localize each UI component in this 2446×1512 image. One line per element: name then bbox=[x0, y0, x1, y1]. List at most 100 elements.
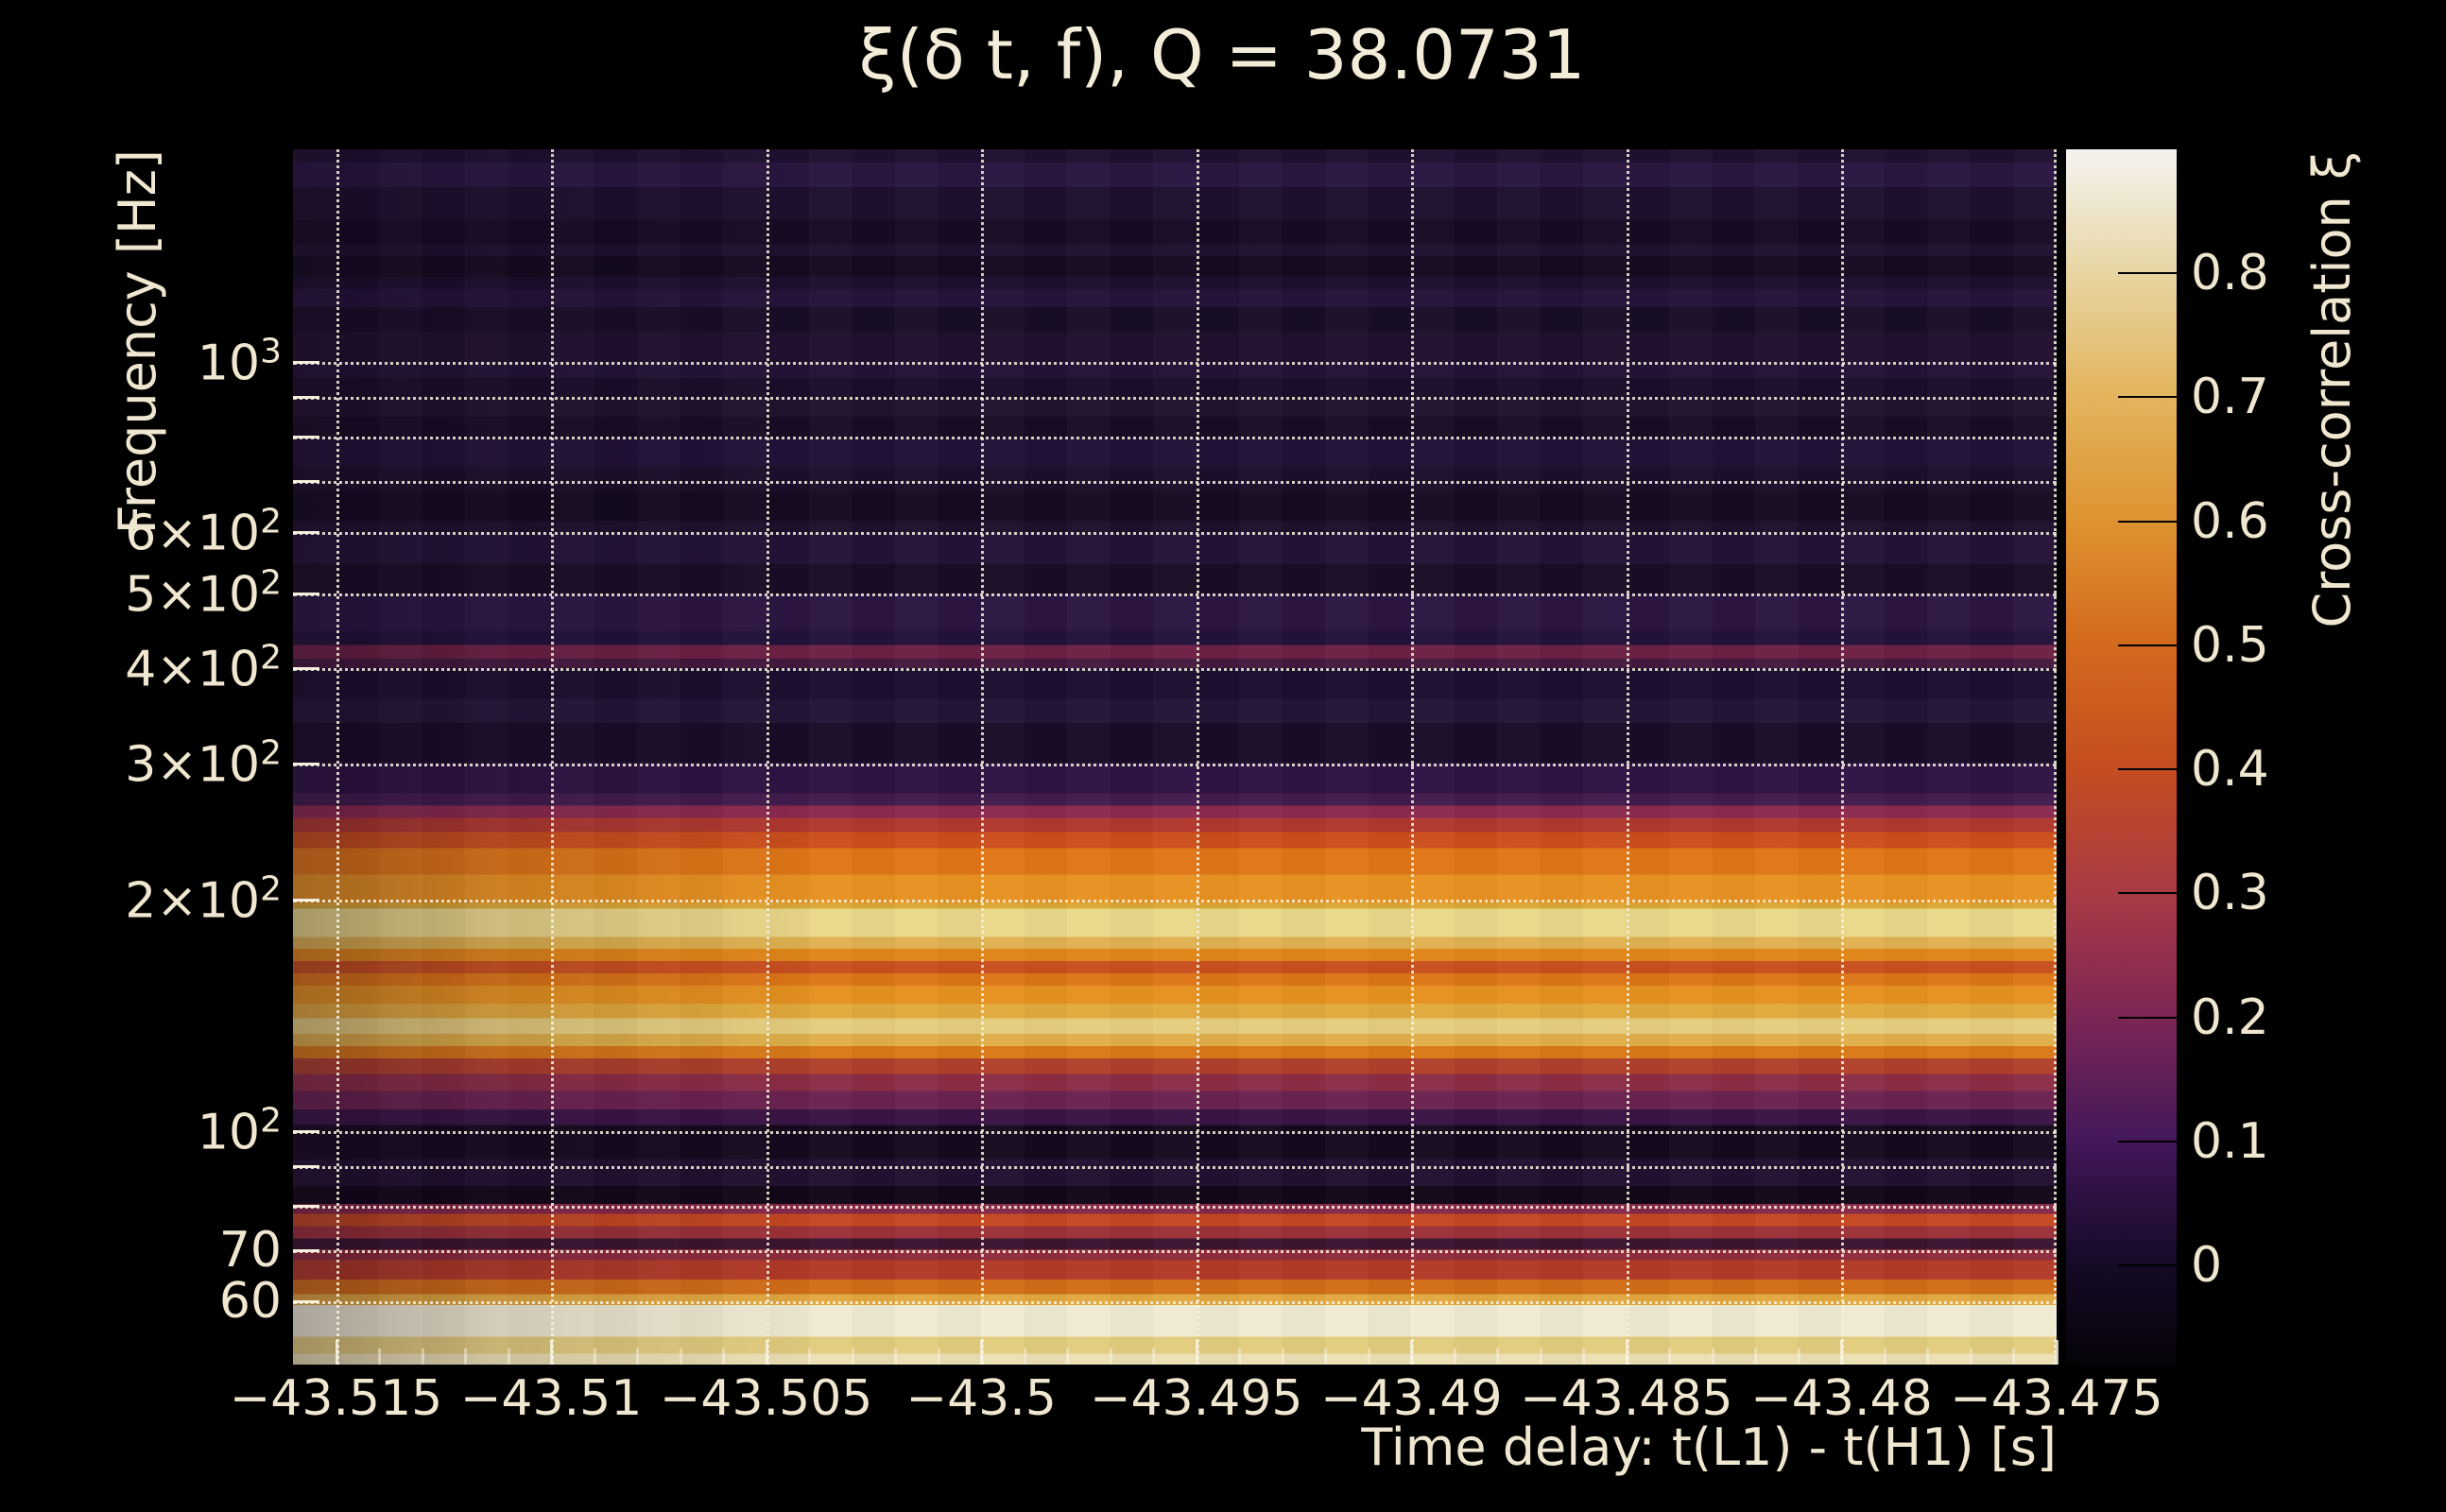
y-gridline bbox=[293, 397, 2057, 401]
colorbar-tick-label: 0.3 bbox=[2191, 865, 2269, 922]
x-inner-tick-minor bbox=[378, 1349, 382, 1365]
x-gridline bbox=[551, 149, 555, 1365]
y-gridline bbox=[293, 764, 2057, 767]
x-inner-tick-minor bbox=[1539, 1349, 1542, 1365]
heatmap-image bbox=[293, 149, 2057, 1365]
y-tick-label: 5×102 bbox=[125, 563, 282, 623]
x-inner-tick-minor bbox=[507, 1349, 510, 1365]
y-inner-tick bbox=[293, 360, 319, 364]
colorbar-tick-label: 0 bbox=[2191, 1237, 2223, 1295]
y-tick-label: 60 bbox=[219, 1273, 282, 1330]
y-inner-tick bbox=[293, 763, 319, 766]
y-tick-mantissa: 4×10 bbox=[125, 641, 261, 698]
y-tick-mantissa: 6×10 bbox=[125, 505, 261, 562]
x-inner-tick-minor bbox=[2012, 1349, 2016, 1365]
x-inner-tick-major bbox=[980, 1340, 984, 1365]
x-gridline bbox=[1196, 149, 1199, 1365]
y-gridline bbox=[293, 899, 2057, 902]
y-inner-tick bbox=[293, 396, 319, 400]
x-inner-tick-major bbox=[765, 1340, 768, 1365]
x-inner-tick-minor bbox=[808, 1349, 812, 1365]
y-tick-mantissa: 70 bbox=[218, 1221, 282, 1279]
x-inner-tick-minor bbox=[1582, 1349, 1586, 1365]
x-inner-tick-major bbox=[335, 1340, 338, 1365]
colorbar-tick-label: 0.1 bbox=[2191, 1112, 2269, 1170]
x-gridline bbox=[336, 149, 339, 1365]
y-inner-tick bbox=[293, 531, 319, 535]
y-tick-label: 6×102 bbox=[125, 503, 282, 562]
y-gridline bbox=[293, 667, 2057, 671]
colorbar-tick bbox=[2118, 644, 2177, 646]
x-tick-label: −43.475 bbox=[1950, 1370, 2163, 1427]
x-inner-tick-minor bbox=[722, 1349, 726, 1365]
colorbar-tick bbox=[2118, 520, 2177, 523]
y-tick-label: 103 bbox=[198, 332, 282, 391]
y-gridline bbox=[293, 436, 2057, 439]
colorbar-tick-label: 0.8 bbox=[2191, 245, 2269, 302]
colorbar bbox=[2066, 149, 2177, 1365]
colorbar-tick-label: 0.2 bbox=[2191, 988, 2269, 1046]
colorbar-tick bbox=[2118, 1140, 2177, 1143]
x-gridline bbox=[1841, 149, 1845, 1365]
colorbar-tick bbox=[2118, 396, 2177, 399]
y-axis-label: Frequency [Hz] bbox=[108, 149, 167, 535]
y-tick-label: 102 bbox=[198, 1101, 282, 1160]
colorbar-tick-label: 0.5 bbox=[2191, 616, 2269, 674]
y-gridline bbox=[293, 1205, 2057, 1209]
x-inner-tick-minor bbox=[1754, 1349, 1758, 1365]
x-tick-label: −43.485 bbox=[1520, 1370, 1733, 1427]
x-inner-tick-minor bbox=[464, 1349, 468, 1365]
y-tick-label: 70 bbox=[219, 1222, 282, 1279]
x-inner-tick-major bbox=[1625, 1340, 1628, 1365]
x-gridline bbox=[981, 149, 985, 1365]
x-inner-tick-minor bbox=[1238, 1349, 1242, 1365]
y-tick-exponent: 3 bbox=[260, 332, 282, 371]
y-tick-exponent: 2 bbox=[260, 563, 282, 603]
x-inner-tick-minor bbox=[1926, 1349, 1930, 1365]
y-tick-exponent: 2 bbox=[260, 869, 282, 909]
x-inner-tick-minor bbox=[851, 1349, 854, 1365]
x-inner-tick-major bbox=[1410, 1340, 1414, 1365]
y-gridline bbox=[293, 593, 2057, 596]
x-inner-tick-minor bbox=[1797, 1349, 1800, 1365]
y-gridline bbox=[293, 1249, 2057, 1253]
y-tick-mantissa: 60 bbox=[218, 1273, 282, 1331]
colorbar-tick bbox=[2118, 768, 2177, 771]
heatmap-shading-overlay bbox=[293, 149, 2057, 1365]
colorbar-label: Cross-correlation ξ bbox=[2302, 151, 2362, 628]
x-axis-label: Time delay: t(L1) - t(H1) [s] bbox=[1361, 1418, 2057, 1477]
x-inner-tick-minor bbox=[1109, 1349, 1112, 1365]
x-inner-tick-major bbox=[2056, 1340, 2058, 1365]
x-tick-label: −43.495 bbox=[1089, 1370, 1303, 1427]
y-tick-exponent: 2 bbox=[260, 502, 282, 541]
x-gridline bbox=[2054, 149, 2058, 1365]
y-tick-mantissa: 10 bbox=[197, 1104, 261, 1161]
colorbar-tick bbox=[2118, 272, 2177, 275]
y-inner-tick bbox=[293, 666, 319, 670]
x-tick-label: −43.5 bbox=[905, 1370, 1057, 1427]
colorbar-tick bbox=[2118, 1016, 2177, 1019]
x-inner-tick-minor bbox=[679, 1349, 682, 1365]
y-gridline bbox=[293, 361, 2057, 365]
y-inner-tick bbox=[293, 1165, 319, 1169]
y-tick-mantissa: 2×10 bbox=[125, 872, 261, 930]
y-tick-mantissa: 10 bbox=[197, 335, 261, 392]
colorbar-tick bbox=[2118, 1264, 2177, 1267]
y-inner-tick bbox=[293, 898, 319, 902]
x-inner-tick-minor bbox=[1324, 1349, 1328, 1365]
y-tick-mantissa: 3×10 bbox=[125, 736, 261, 794]
x-inner-tick-minor bbox=[1152, 1349, 1156, 1365]
y-gridline bbox=[293, 1130, 2057, 1134]
x-inner-tick-minor bbox=[1969, 1349, 1972, 1365]
x-inner-tick-major bbox=[1840, 1340, 1844, 1365]
y-inner-tick bbox=[293, 1248, 319, 1252]
x-gridline bbox=[1411, 149, 1415, 1365]
x-inner-tick-minor bbox=[636, 1349, 640, 1365]
y-inner-tick bbox=[293, 1204, 319, 1208]
y-inner-tick bbox=[293, 1300, 319, 1304]
x-inner-tick-minor bbox=[1668, 1349, 1672, 1365]
y-inner-tick bbox=[293, 1129, 319, 1133]
x-inner-tick-minor bbox=[1281, 1349, 1284, 1365]
y-inner-tick bbox=[293, 435, 319, 438]
